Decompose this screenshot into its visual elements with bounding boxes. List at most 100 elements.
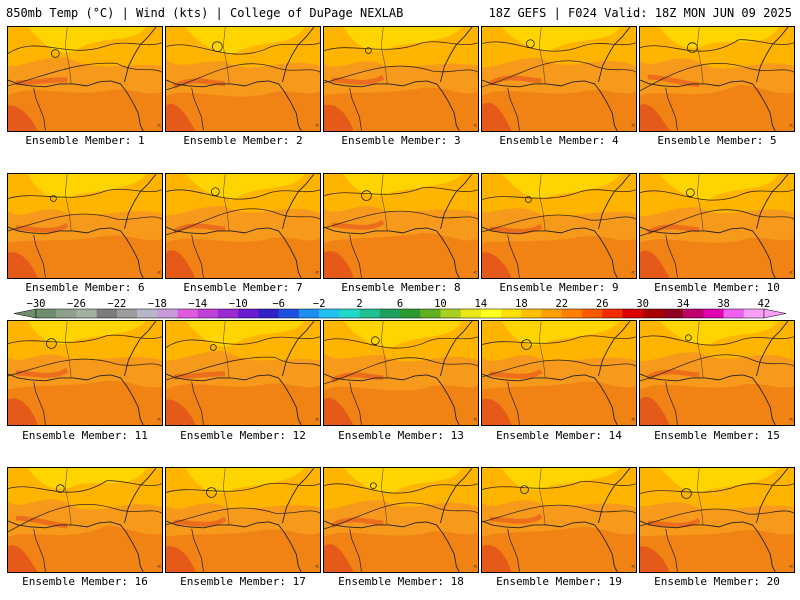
svg-text:<: < <box>157 123 161 129</box>
ensemble-member-label: Ensemble Member: 16 <box>22 575 148 588</box>
svg-text:<: < <box>789 417 793 423</box>
ensemble-member-label: Ensemble Member: 9 <box>499 281 619 294</box>
svg-text:<: < <box>157 270 161 276</box>
colorbar-segment <box>298 309 320 318</box>
colorbar-tick-label: −26 <box>67 298 86 310</box>
ensemble-member-label: Ensemble Member: 4 <box>499 134 619 147</box>
colorbar-tick-label: 2 <box>356 298 362 310</box>
colorbar-tick-label: −22 <box>107 298 126 310</box>
colorbar-segment <box>420 309 441 318</box>
ensemble-member-map: < <box>639 467 795 573</box>
svg-text:<: < <box>473 270 477 276</box>
colorbar-segment <box>319 309 340 318</box>
colorbar-segment <box>238 309 259 318</box>
colorbar-segment <box>582 309 603 318</box>
colorbar-segment <box>36 309 57 318</box>
ensemble-member-map: < <box>165 173 321 279</box>
ensemble-member-map: < <box>639 26 795 132</box>
ensemble-member-label: Ensemble Member: 3 <box>341 134 461 147</box>
ensemble-member-label: Ensemble Member: 19 <box>496 575 622 588</box>
colorbar-segment <box>56 309 77 318</box>
ensemble-member-map: < <box>323 467 479 573</box>
colorbar-segment <box>157 309 178 318</box>
ensemble-member-label: Ensemble Member: 10 <box>654 281 780 294</box>
colorbar-segment <box>440 309 461 318</box>
colorbar-segment <box>541 309 563 318</box>
ensemble-member-map: < <box>323 173 479 279</box>
svg-text:<: < <box>789 123 793 129</box>
colorbar-tick-label: −30 <box>27 298 46 310</box>
ensemble-member-map: < <box>7 467 163 573</box>
colorbar-tick-label: 6 <box>397 298 403 310</box>
svg-text:<: < <box>473 564 477 570</box>
ensemble-member-map: < <box>323 26 479 132</box>
svg-text:<: < <box>473 417 477 423</box>
colorbar-tick-label: 38 <box>717 298 730 310</box>
ensemble-member-map: < <box>481 26 637 132</box>
ensemble-member-label: Ensemble Member: 7 <box>183 281 303 294</box>
colorbar-tick-label: 10 <box>434 298 447 310</box>
colorbar-tick-label: 14 <box>475 298 488 310</box>
colorbar-segment <box>521 309 542 318</box>
ensemble-member-label: Ensemble Member: 8 <box>341 281 461 294</box>
colorbar-segment <box>460 309 482 318</box>
svg-text:<: < <box>157 564 161 570</box>
colorbar-segment <box>561 309 583 318</box>
colorbar-segment <box>743 309 765 318</box>
colorbar-segment <box>683 309 704 318</box>
ensemble-member-label: Ensemble Member: 1 <box>25 134 145 147</box>
colorbar-segment <box>602 309 623 318</box>
colorbar-left-arrow <box>13 308 37 319</box>
colorbar-tick-label: 34 <box>677 298 690 310</box>
colorbar-segment <box>662 309 684 318</box>
ensemble-member-map: < <box>481 320 637 426</box>
colorbar-tick-label: −18 <box>148 298 167 310</box>
ensemble-member-map: < <box>481 173 637 279</box>
svg-text:<: < <box>789 564 793 570</box>
ensemble-member-map: < <box>323 320 479 426</box>
ensemble-member-label: Ensemble Member: 17 <box>180 575 306 588</box>
svg-text:<: < <box>473 123 477 129</box>
colorbar-tick-label: −6 <box>272 298 285 310</box>
colorbar-segment <box>703 309 724 318</box>
map-title: 850mb Temp (°C) | Wind (kts) | College o… <box>6 6 404 20</box>
colorbar-tick-label: 18 <box>515 298 528 310</box>
svg-text:<: < <box>315 417 319 423</box>
ensemble-member-map: < <box>7 26 163 132</box>
ensemble-member-map: < <box>7 320 163 426</box>
svg-text:<: < <box>315 564 319 570</box>
ensemble-member-map: < <box>7 173 163 279</box>
run-valid-time: 18Z GEFS | F024 Valid: 18Z MON JUN 09 20… <box>488 6 792 20</box>
colorbar-right-arrow <box>763 308 787 319</box>
colorbar-tick-label: −10 <box>229 298 248 310</box>
svg-text:<: < <box>789 270 793 276</box>
ensemble-member-label: Ensemble Member: 11 <box>22 429 148 442</box>
colorbar-tick-label: 30 <box>636 298 649 310</box>
svg-text:<: < <box>631 123 635 129</box>
svg-text:<: < <box>315 123 319 129</box>
ensemble-member-label: Ensemble Member: 13 <box>338 429 464 442</box>
temperature-colorbar: −30 −26 −22 −18 −14 −10 −6 −2 2 6 10 14 18 22 26 30 34 38… <box>13 298 787 319</box>
ensemble-member-label: Ensemble Member: 5 <box>657 134 777 147</box>
colorbar-tick-label: 22 <box>555 298 568 310</box>
colorbar-segment <box>197 309 219 318</box>
colorbar-segment <box>642 309 664 318</box>
colorbar-segment <box>137 309 158 318</box>
ensemble-member-map: < <box>165 467 321 573</box>
colorbar-segment <box>339 309 360 318</box>
ensemble-member-label: Ensemble Member: 15 <box>654 429 780 442</box>
colorbar-segment <box>96 309 118 318</box>
colorbar-segment <box>218 309 239 318</box>
ensemble-member-map: < <box>165 26 321 132</box>
colorbar-tick-label: 42 <box>758 298 771 310</box>
colorbar-segment <box>501 309 522 318</box>
svg-text:<: < <box>631 564 635 570</box>
svg-text:<: < <box>631 270 635 276</box>
colorbar-segment <box>480 309 502 318</box>
colorbar-tick-label: −14 <box>188 298 207 310</box>
ensemble-member-map: < <box>639 173 795 279</box>
svg-text:<: < <box>315 270 319 276</box>
colorbar-segment <box>258 309 279 318</box>
ensemble-member-label: Ensemble Member: 6 <box>25 281 145 294</box>
ensemble-member-label: Ensemble Member: 12 <box>180 429 306 442</box>
